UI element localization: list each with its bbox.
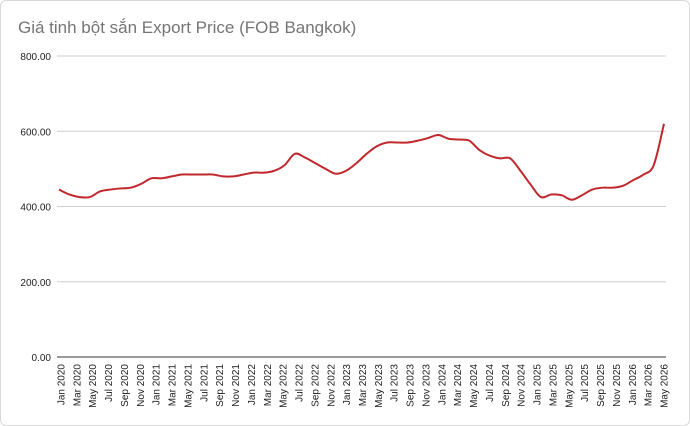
x-tick-label: Jul 2025 <box>580 364 591 402</box>
x-tick-label: May 2021 <box>183 364 194 408</box>
x-tick-label: Sep 2022 <box>310 364 321 407</box>
x-tick-label: Jul 2021 <box>199 364 210 402</box>
y-axis-ticks: 0.00 200.00 400.00 600.00 800.00 <box>20 52 51 364</box>
x-tick-label: Jul 2020 <box>104 364 115 402</box>
x-tick-label: Nov 2025 <box>612 364 623 407</box>
x-tick-label: Jan 2021 <box>152 364 163 406</box>
y-tick-label: 600.00 <box>20 127 51 138</box>
x-tick-label: Jan 2026 <box>628 364 639 406</box>
series-line <box>58 123 665 201</box>
x-tick-label: Mar 2026 <box>644 364 655 407</box>
gridlines <box>57 55 666 358</box>
x-tick-label: Mar 2020 <box>72 364 83 407</box>
x-tick-label: Mar 2021 <box>168 364 179 407</box>
x-tick-label: Mar 2024 <box>453 364 464 407</box>
x-tick-label: Nov 2021 <box>231 364 242 407</box>
series-layer <box>58 123 665 201</box>
x-tick-label: Nov 2023 <box>421 364 432 407</box>
x-tick-label: Jul 2023 <box>390 364 401 402</box>
x-tick-label: Sep 2021 <box>215 364 226 407</box>
x-tick-label: May 2020 <box>88 364 99 408</box>
x-tick-label: May 2025 <box>564 364 575 408</box>
x-tick-label: Jan 2022 <box>247 364 258 406</box>
x-tick-label: May 2024 <box>469 364 480 408</box>
x-tick-label: Sep 2023 <box>406 364 417 407</box>
x-tick-label: Jan 2024 <box>437 364 448 406</box>
x-tick-label: May 2022 <box>279 364 290 408</box>
x-tick-label: Nov 2022 <box>326 364 337 407</box>
chart-title: Giá tinh bột sắn Export Price (FOB Bangk… <box>18 18 357 37</box>
x-tick-label: Nov 2024 <box>517 364 528 407</box>
x-tick-label: Mar 2025 <box>548 364 559 407</box>
x-tick-label: Sep 2020 <box>120 364 131 407</box>
x-axis-ticks: Jan 2020 Mar 2020 May 2020 Jul 2020 Sep 2020… <box>57 364 671 408</box>
x-tick-label: May 2023 <box>374 364 385 408</box>
x-tick-label: May 2026 <box>660 364 671 408</box>
x-tick-label: Nov 2020 <box>136 364 147 407</box>
x-tick-label: Jan 2020 <box>57 364 68 406</box>
y-tick-label: 200.00 <box>20 278 51 289</box>
x-tick-label: Jul 2022 <box>295 364 306 402</box>
y-tick-label: 800.00 <box>20 52 51 63</box>
x-tick-label: Sep 2025 <box>596 364 607 407</box>
x-tick-label: Jan 2023 <box>342 364 353 406</box>
y-tick-label: 400.00 <box>20 203 51 214</box>
x-tick-label: Sep 2024 <box>501 364 512 407</box>
x-tick-label: Mar 2022 <box>263 364 274 407</box>
y-tick-label: 0.00 <box>32 353 52 364</box>
x-tick-label: Mar 2023 <box>358 364 369 407</box>
x-tick-label: Jul 2024 <box>485 364 496 402</box>
x-tick-label: Jan 2025 <box>533 364 544 406</box>
